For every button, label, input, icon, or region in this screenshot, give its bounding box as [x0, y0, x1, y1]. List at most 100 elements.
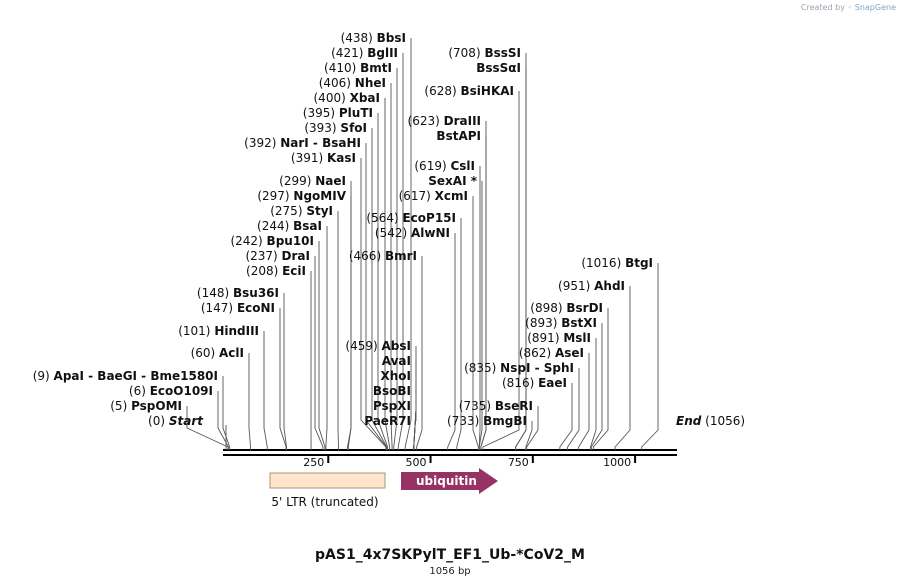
site-leader-line [482, 91, 520, 450]
site-name: BmtI [360, 61, 392, 75]
site-label: (835) NspI - SphI [464, 361, 574, 375]
site-name: HindIII [214, 324, 259, 338]
site-position: (542) [375, 226, 411, 240]
site-position: (564) [366, 211, 402, 225]
site-position: (392) [244, 136, 280, 150]
site-leader-line [377, 113, 389, 450]
site-label: BsoBI [373, 384, 411, 398]
site-position: (297) [257, 189, 293, 203]
site-label: (244) BsaI [257, 219, 322, 233]
site-position: (735) [459, 399, 495, 413]
site-name: End [676, 414, 702, 428]
site-leader-line [559, 383, 573, 450]
site-name: Start [169, 414, 204, 428]
site-label: (6) EcoO109I [129, 384, 213, 398]
site-label: (862) AseI [519, 346, 584, 360]
site-position: (406) [319, 76, 355, 90]
site-position: (244) [257, 219, 293, 233]
site-label: (893) BstXI [525, 316, 597, 330]
site-name: Bpu10I [267, 234, 314, 248]
site-name: EcoNI [237, 301, 275, 315]
site-label: (735) BseRI [459, 399, 533, 413]
site-position: (391) [291, 151, 327, 165]
site-leader-line [590, 338, 597, 450]
site-label: BssSαI [476, 61, 521, 75]
site-name: AclI [219, 346, 244, 360]
site-position: (60) [191, 346, 219, 360]
site-leader-line [578, 353, 590, 450]
site-label: (619) CslI [414, 159, 475, 173]
site-label: (459) AbsI [345, 339, 411, 353]
site-label: (299) NaeI [279, 174, 346, 188]
site-position: (708) [448, 46, 484, 60]
site-name: DraI [282, 249, 310, 263]
site-label: (391) KasI [291, 151, 356, 165]
site-label: (148) Bsu36I [197, 286, 279, 300]
site-name: BseRI [495, 399, 533, 413]
site-leader-line [384, 98, 391, 450]
site-name: DraIII [444, 114, 481, 128]
site-label: (951) AhdI [558, 279, 625, 293]
site-leader-line [283, 293, 287, 450]
site-position: (951) [558, 279, 594, 293]
site-name: BbsI [377, 31, 406, 45]
site-name: NheI [355, 76, 386, 90]
site-label: PaeR7I [364, 414, 411, 428]
site-label: PspXI [373, 399, 411, 413]
site-position: (862) [519, 346, 555, 360]
site-position: (101) [178, 324, 214, 338]
site-label: (438) BbsI [341, 31, 406, 45]
site-label: (542) AlwNI [375, 226, 450, 240]
site-position: (237) [245, 249, 281, 263]
site-position: (400) [314, 91, 350, 105]
site-label: (0) Start [148, 414, 204, 428]
site-label: (5) PspOMI [110, 399, 182, 413]
site-name: AlwNI [411, 226, 450, 240]
site-leader-line [641, 263, 659, 450]
site-leader-line [590, 323, 603, 450]
site-label: (208) EciI [246, 264, 306, 278]
site-label: (400) XbaI [314, 91, 381, 105]
site-position: (466) [349, 249, 385, 263]
site-label: (466) BmrI [349, 249, 417, 263]
site-leader-line [393, 68, 398, 450]
site-name: KasI [327, 151, 356, 165]
site-name: BglII [367, 46, 398, 60]
site-position: (147) [201, 301, 237, 315]
site-name: PaeR7I [364, 414, 411, 428]
site-label: (564) EcoP15I [366, 211, 456, 225]
site-leader-line [472, 196, 479, 450]
site-position: (835) [464, 361, 500, 375]
site-position: (275) [270, 204, 306, 218]
site-label: (421) BglII [331, 46, 398, 60]
site-name: AseI [555, 346, 584, 360]
site-label: (891) MslI [527, 331, 591, 345]
site-leader-line [318, 241, 326, 450]
site-label: (237) DraI [245, 249, 310, 263]
site-label: (410) BmtI [324, 61, 392, 75]
site-leader-line [222, 376, 231, 450]
site-leader-line [325, 226, 328, 450]
site-position: (623) [408, 114, 444, 128]
site-label: (816) EaeI [502, 376, 567, 390]
site-name: AbsI [382, 339, 411, 353]
site-position: (628) [424, 84, 460, 98]
site-name: PspXI [373, 399, 411, 413]
site-name: AhdI [594, 279, 625, 293]
site-name: EcoO109I [150, 384, 213, 398]
site-label: (101) HindIII [178, 324, 259, 338]
site-label: (60) AclI [191, 346, 244, 360]
site-name: NaeI [315, 174, 346, 188]
site-name: EciI [282, 264, 306, 278]
site-position: (1056) [701, 414, 745, 428]
site-name: BstXI [561, 316, 597, 330]
site-name: BstAPI [436, 129, 481, 143]
plasmid-length: 1056 bp [429, 566, 471, 577]
site-leader-line [404, 38, 412, 450]
site-label: (708) BssSI [448, 46, 521, 60]
feature-label: ubiquitin [416, 474, 477, 488]
site-label: (147) EcoNI [201, 301, 275, 315]
site-name: SexAI * [428, 174, 477, 188]
site-label: AvaI [382, 354, 411, 368]
site-leader-line [279, 308, 287, 450]
